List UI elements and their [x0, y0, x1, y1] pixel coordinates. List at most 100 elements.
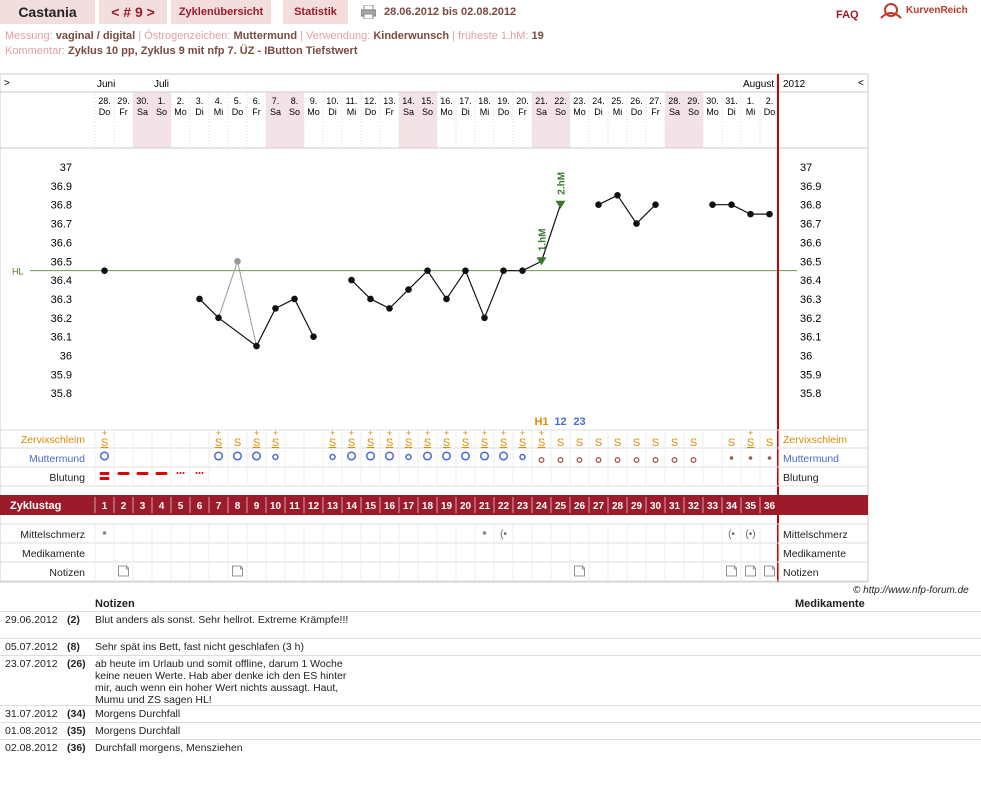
day-date: 8.: [291, 96, 299, 106]
tab-statistics[interactable]: Statistik: [283, 0, 348, 24]
note-icon: [764, 565, 775, 577]
day-date: 18.: [478, 96, 491, 106]
spotting-mark: [195, 472, 198, 474]
cervix-open: [441, 451, 452, 461]
faq-link[interactable]: FAQ: [836, 9, 859, 21]
comment-label: Kommentar:: [5, 45, 65, 57]
day-date: 28.: [668, 96, 681, 106]
day-date: 26.: [630, 96, 643, 106]
temp-line: [636, 204, 656, 224]
cycle-day-number: 29: [631, 501, 643, 512]
temp-point: [595, 201, 602, 208]
cycle-day-number: 21: [479, 501, 491, 512]
note-text: Sehr spät ins Bett, fast nicht geschlafe…: [95, 641, 304, 653]
note-row: 02.08.2012 (36) Durchfall morgens, Menszie…: [0, 739, 981, 757]
y-tick-left: 35.8: [51, 388, 72, 400]
temp-point: [443, 295, 450, 303]
day-date: 27.: [649, 96, 662, 106]
day-date: 30.: [136, 96, 149, 106]
note-row: 01.08.2012 (35) Morgens Durchfall: [0, 722, 981, 740]
cycle-day-number: 15: [365, 501, 377, 512]
note-icon: [726, 565, 737, 577]
temp-point: [101, 267, 108, 274]
day-weekday: So: [289, 107, 300, 117]
y-tick-left: 35.9: [51, 369, 72, 381]
note-icon-fold: [126, 566, 129, 570]
mucus-plus: +: [368, 428, 373, 438]
day-weekday: Mi: [613, 107, 623, 117]
y-tick-right: 36: [800, 351, 812, 363]
note-cycle-day: (34): [67, 708, 86, 720]
mucus-mark: S: [329, 437, 336, 449]
day-weekday: Di: [195, 107, 204, 117]
note-row: 31.07.2012 (34) Morgens Durchfall: [0, 705, 981, 723]
cervix-low: [767, 456, 772, 460]
weekend-shade: [152, 92, 171, 148]
cycle-nav[interactable]: < # 9 >: [99, 0, 167, 24]
day-weekday: So: [555, 107, 566, 117]
cycle-chart: > < Juni Juli August 2012 28. Do 29. Fr 30. Sa 1. So 2…: [0, 73, 869, 583]
midpain-dot: [102, 531, 107, 535]
cycle-day-number: 36: [764, 501, 776, 512]
temp-line: [275, 298, 295, 309]
temp-point: [747, 210, 754, 218]
spotting-mark: [198, 472, 201, 474]
cycle-day-number: 14: [346, 501, 358, 512]
bleeding-mark: [99, 477, 110, 480]
cervix-closed: [633, 457, 640, 463]
day-date: 19.: [497, 96, 510, 106]
notes-label-left: Notizen: [49, 567, 85, 579]
tab-cycle-overview[interactable]: Zyklenübersicht: [171, 0, 271, 24]
mucus-mark: S: [557, 437, 564, 449]
mucus-mark: S: [595, 437, 602, 449]
y-tick-left: 36: [60, 351, 72, 363]
mucus-count-marker: H1: [534, 416, 548, 428]
bleeding-mark: [136, 472, 149, 475]
mucus-plus: +: [349, 428, 354, 438]
logo-text: KurvenReich: [906, 5, 968, 16]
cervix-open: [213, 451, 224, 461]
temp-line: [408, 270, 428, 290]
day-weekday: Di: [461, 107, 470, 117]
cervix-closed: [538, 457, 545, 463]
note-icon-fold: [240, 566, 243, 570]
temp-line: [464, 270, 486, 319]
bleeding-mark: [117, 472, 130, 475]
day-weekday: Sa: [137, 107, 148, 117]
y-tick-right: 36.2: [800, 313, 821, 325]
day-weekday: Mo: [706, 107, 719, 117]
estrogen-value: Muttermund: [233, 30, 298, 42]
cervix-closed: [595, 457, 602, 463]
mucus-mark: S: [424, 437, 431, 449]
day-date: 25.: [611, 96, 624, 106]
y-tick-right: 36.8: [800, 200, 821, 212]
mucus-label-right: Zervixschleim: [783, 434, 847, 446]
cycle-day-number: 7: [216, 501, 222, 512]
day-weekday: Mo: [307, 107, 320, 117]
note-icon-fold: [772, 566, 775, 570]
day-date: 13.: [383, 96, 396, 106]
mucus-mark: S: [652, 437, 659, 449]
y-tick-left: 36.9: [51, 181, 72, 193]
cervix-open: [422, 451, 433, 461]
day-weekday: Fr: [385, 107, 394, 117]
logo-icon: [880, 2, 902, 23]
y-tick-right: 36.5: [800, 256, 821, 268]
cycle-day-label: Zyklustag: [10, 500, 61, 512]
usage-value: Kinderwunsch: [373, 30, 450, 42]
y-tick-right: 36.1: [800, 332, 821, 344]
right-arrow: <: [858, 78, 864, 89]
measure-label: Messung:: [5, 30, 53, 42]
cycle-day-number: 25: [555, 501, 567, 512]
temp-point: [386, 305, 393, 312]
day-weekday: Do: [631, 107, 643, 117]
temp-line: [293, 298, 315, 337]
note-date: 29.06.2012: [5, 614, 58, 626]
midpain-symbol: (•: [500, 529, 507, 540]
mucus-mark: S: [253, 437, 260, 449]
note-row: 23.07.2012 (26) ab heute im Urlaub und som…: [0, 655, 981, 706]
mucus-mark: S: [614, 437, 621, 449]
temp-line: [199, 298, 219, 319]
cervix-label-right: Muttermund: [783, 453, 839, 465]
bleeding-mark: [99, 472, 110, 475]
